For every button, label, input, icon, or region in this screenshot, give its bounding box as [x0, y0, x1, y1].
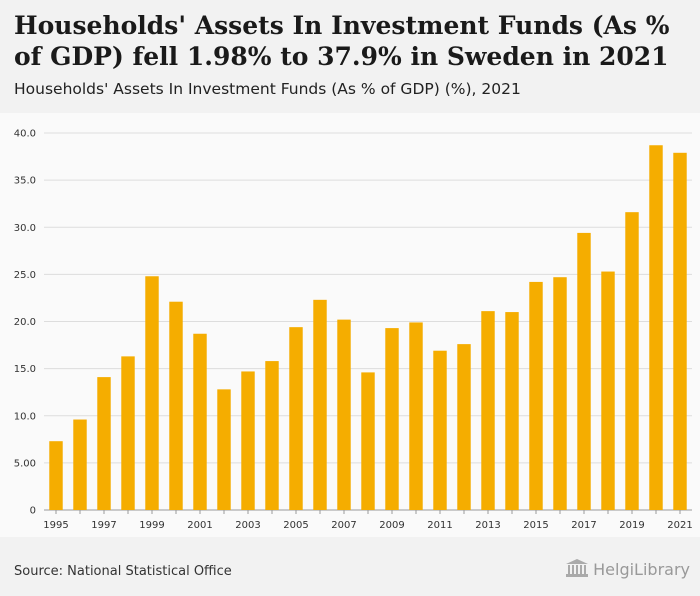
- x-tick-label: 2013: [475, 520, 500, 531]
- y-tick-label: 15.0: [14, 364, 36, 375]
- y-tick-label: 25.0: [14, 270, 36, 281]
- bar-chart: 0 5.00 10.0 15.0 20.0 25.0 30.0 35.0 40.0 1995 199…: [14, 129, 693, 532]
- x-tick-label: 2015: [523, 520, 548, 531]
- bar[interactable]: [409, 322, 423, 510]
- y-tick-label: 0: [30, 506, 36, 517]
- bar[interactable]: [193, 333, 207, 510]
- bar[interactable]: [577, 232, 591, 510]
- x-tick-label: 1995: [43, 520, 68, 531]
- x-tick-label: 2011: [427, 520, 452, 531]
- bar[interactable]: [361, 372, 375, 510]
- source-note: Source: National Statistical Office: [14, 564, 232, 579]
- bar[interactable]: [673, 152, 687, 511]
- bar[interactable]: [649, 145, 663, 510]
- bar[interactable]: [97, 377, 111, 510]
- bar[interactable]: [169, 301, 183, 510]
- bar[interactable]: [121, 356, 135, 510]
- y-tick-label: 10.0: [14, 411, 36, 422]
- y-tick-label: 30.0: [14, 223, 36, 234]
- bar[interactable]: [385, 328, 399, 510]
- x-tick-label: 2021: [667, 520, 692, 531]
- y-tick-label: 40.0: [14, 129, 36, 140]
- logo-text: HelgiLibrary: [593, 559, 690, 579]
- bar[interactable]: [625, 212, 639, 511]
- x-tick-label: 1999: [139, 520, 164, 531]
- bar[interactable]: [433, 350, 447, 510]
- page-title: Households' Assets In Investment Funds (…: [14, 11, 670, 71]
- bar[interactable]: [289, 327, 303, 510]
- header: Households' Assets In Investment Funds (…: [0, 0, 700, 113]
- chart-area: 0 5.00 10.0 15.0 20.0 25.0 30.0 35.0 40.0 1995 199…: [0, 113, 700, 537]
- bar[interactable]: [145, 276, 159, 510]
- bar[interactable]: [217, 389, 231, 510]
- bar[interactable]: [49, 441, 63, 510]
- x-tick-label: 2001: [187, 520, 212, 531]
- bar[interactable]: [265, 361, 279, 510]
- x-tick-label: 2009: [379, 520, 404, 531]
- bar[interactable]: [241, 371, 255, 510]
- bar[interactable]: [73, 419, 87, 510]
- bar[interactable]: [313, 299, 327, 510]
- footer: Source: National Statistical Office Helg…: [0, 537, 700, 596]
- y-tick-label: 20.0: [14, 317, 36, 328]
- helgi-library-logo[interactable]: HelgiLibrary: [565, 559, 690, 579]
- y-tick-label: 35.0: [14, 176, 36, 187]
- x-tick-label: 2005: [283, 520, 308, 531]
- x-tick-label: 1997: [91, 520, 116, 531]
- x-tick-label: 2019: [619, 520, 644, 531]
- x-tick-label: 2007: [331, 520, 356, 531]
- bar[interactable]: [505, 312, 519, 510]
- bar[interactable]: [529, 281, 543, 510]
- y-tick-label: 5.00: [14, 458, 36, 469]
- bar[interactable]: [337, 319, 351, 510]
- x-tick-label: 2003: [235, 520, 260, 531]
- bar[interactable]: [481, 311, 495, 510]
- bar[interactable]: [601, 271, 615, 510]
- bar[interactable]: [553, 277, 567, 510]
- x-tick-label: 2017: [571, 520, 596, 531]
- bar[interactable]: [457, 344, 471, 510]
- chart-subtitle: Households' Assets In Investment Funds (…: [14, 80, 521, 98]
- library-building-icon: [566, 559, 589, 577]
